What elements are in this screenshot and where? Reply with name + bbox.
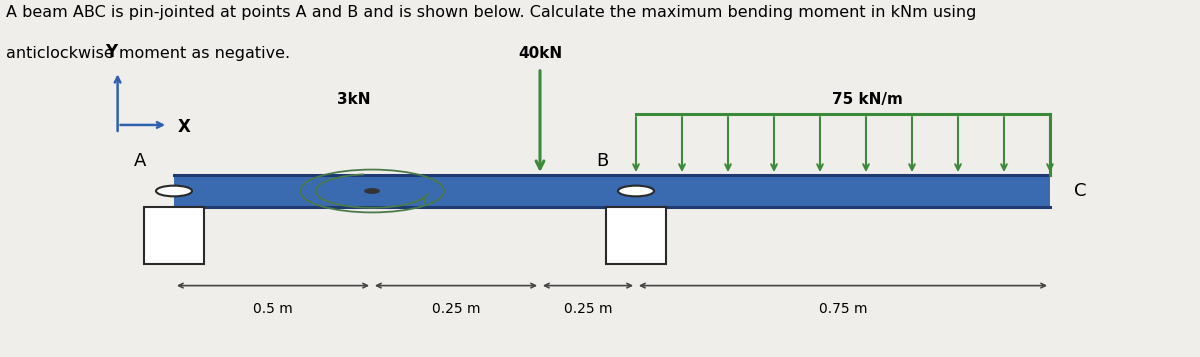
Bar [174, 175, 1050, 207]
Text: 0.25 m: 0.25 m [432, 302, 480, 316]
Text: 0.5 m: 0.5 m [253, 302, 293, 316]
Text: X: X [178, 119, 191, 136]
Text: C: C [1074, 182, 1086, 200]
Text: B: B [596, 152, 608, 170]
Bar [606, 207, 666, 264]
Bar [144, 207, 204, 264]
Text: A beam ABC is pin-jointed at points A and B and is shown below. Calculate the ma: A beam ABC is pin-jointed at points A an… [6, 5, 977, 20]
Circle shape [156, 186, 192, 196]
Circle shape [365, 189, 379, 193]
Text: 0.75 m: 0.75 m [818, 302, 868, 316]
Text: 40kN: 40kN [518, 46, 562, 61]
Text: Y: Y [106, 43, 118, 61]
Text: 0.25 m: 0.25 m [564, 302, 612, 316]
Text: 3kN: 3kN [337, 92, 371, 107]
Text: A: A [134, 152, 146, 170]
Text: 75 kN/m: 75 kN/m [832, 92, 902, 107]
Circle shape [618, 186, 654, 196]
Text: anticlockwise moment as negative.: anticlockwise moment as negative. [6, 46, 290, 61]
